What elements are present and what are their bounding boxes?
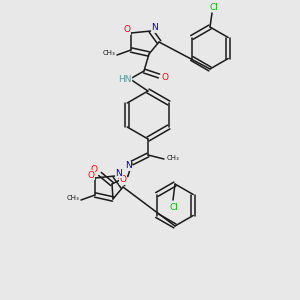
Text: O: O — [124, 26, 130, 34]
Text: O: O — [91, 166, 98, 175]
Text: Cl: Cl — [210, 2, 218, 11]
Text: O: O — [88, 170, 94, 179]
Text: N: N — [116, 169, 122, 178]
Text: Cl: Cl — [169, 202, 178, 211]
Text: CH₃: CH₃ — [67, 195, 80, 201]
Text: O: O — [161, 73, 169, 82]
Text: HN: HN — [118, 76, 132, 85]
Text: O: O — [119, 176, 127, 184]
Text: N: N — [152, 23, 158, 32]
Text: N: N — [124, 161, 131, 170]
Text: CH₃: CH₃ — [167, 155, 179, 161]
Text: CH₃: CH₃ — [103, 50, 116, 56]
